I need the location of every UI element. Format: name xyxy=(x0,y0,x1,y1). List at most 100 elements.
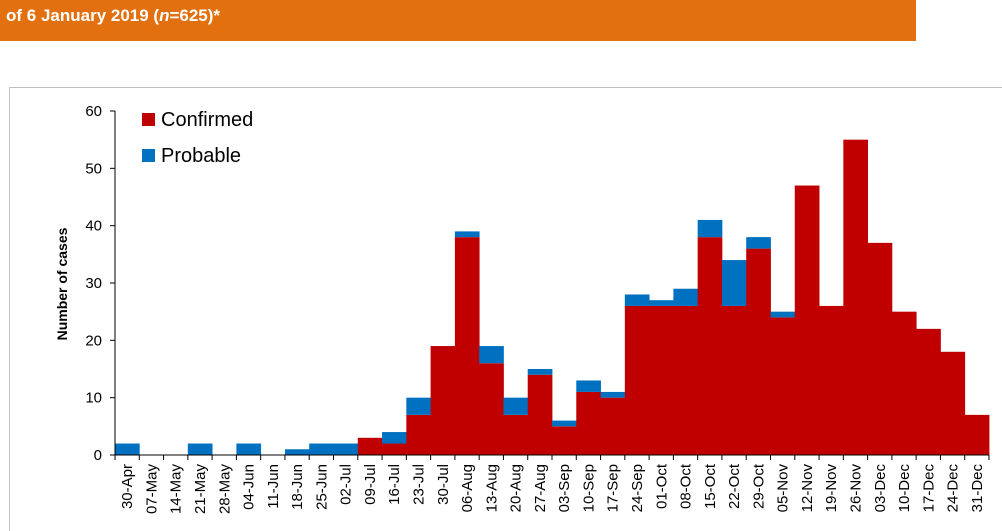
bar-probable xyxy=(600,391,626,398)
bar-confirmed xyxy=(576,391,601,455)
legend-label-probable: Probable xyxy=(161,145,241,167)
bar-probable xyxy=(187,443,213,455)
x-tick-label: 23-Jul xyxy=(410,464,427,505)
bar-probable xyxy=(309,443,334,455)
bar-confirmed xyxy=(430,346,456,455)
x-tick-label: 27-Aug xyxy=(532,464,549,512)
x-tick-label: 17-Dec xyxy=(920,464,937,513)
bar-confirmed xyxy=(406,414,432,455)
y-tick-label: 30 xyxy=(85,275,102,292)
x-tick-label: 08-Oct xyxy=(678,463,695,509)
x-tick-label: 24-Sep xyxy=(629,464,646,512)
bar-confirmed xyxy=(673,305,699,455)
bar-probable xyxy=(503,397,529,415)
bar-probable xyxy=(382,432,407,444)
x-tick-label: 07-May xyxy=(143,464,160,515)
header-title-part2: =625)* xyxy=(169,6,221,25)
bar-confirmed xyxy=(552,426,577,455)
x-tick-label: 10-Dec xyxy=(896,464,913,513)
bar-confirmed xyxy=(624,305,650,455)
bar-probable xyxy=(649,300,674,306)
legend-label-confirmed: Confirmed xyxy=(161,109,253,131)
y-tick-label: 40 xyxy=(85,218,102,235)
bar-probable xyxy=(697,219,723,238)
bar-confirmed xyxy=(843,139,869,455)
x-tick-label: 30-Jul xyxy=(435,464,452,505)
x-tick-label: 05-Nov xyxy=(775,464,792,513)
y-tick-label: 0 xyxy=(94,447,102,464)
x-tick-label: 18-Jun xyxy=(289,464,306,510)
bar-probable xyxy=(770,311,796,318)
bar-probable xyxy=(479,346,504,364)
bar-confirmed xyxy=(746,248,771,455)
y-axis-label: Number of cases xyxy=(54,227,70,340)
x-tick-label: 29-Oct xyxy=(750,463,767,509)
chart-frame xyxy=(9,87,1002,531)
x-tick-label: 11-Jun xyxy=(265,464,282,509)
x-tick-label: 03-Dec xyxy=(872,464,889,513)
bar-probable xyxy=(721,260,747,306)
bar-probable xyxy=(527,369,553,375)
x-tick-label: 17-Sep xyxy=(605,464,622,512)
x-tick-label: 16-Jul xyxy=(386,464,403,505)
x-tick-label: 02-Jul xyxy=(338,464,355,505)
x-tick-label: 25-Jun xyxy=(313,464,330,510)
legend-swatch-probable xyxy=(142,149,155,162)
bar-confirmed xyxy=(479,363,504,455)
x-tick-label: 06-Aug xyxy=(459,464,476,512)
bar-confirmed xyxy=(964,414,990,455)
bar-probable xyxy=(746,237,771,249)
x-tick-label: 31-Dec xyxy=(969,464,986,513)
bar-probable xyxy=(333,443,359,455)
bar-confirmed xyxy=(600,397,626,455)
x-tick-label: 10-Sep xyxy=(580,464,597,512)
x-tick-label: 19-Nov xyxy=(823,464,840,513)
bar-confirmed xyxy=(503,414,529,455)
bar-confirmed xyxy=(697,237,723,455)
x-tick-label: 21-May xyxy=(192,464,209,515)
bar-probable xyxy=(576,380,601,392)
bar-confirmed xyxy=(649,305,674,455)
y-tick-label: 20 xyxy=(85,332,102,349)
header-title-part1: of 6 January 2019 ( xyxy=(6,6,160,25)
x-tick-label: 01-Oct xyxy=(653,463,670,509)
header-title-n: n xyxy=(159,6,170,25)
bar-confirmed xyxy=(867,242,893,455)
bar-confirmed xyxy=(357,437,383,455)
x-tick-label: 09-Jul xyxy=(362,464,379,505)
bar-probable xyxy=(624,294,650,306)
x-tick-label: 30-Apr xyxy=(119,464,136,509)
x-tick-label: 20-Aug xyxy=(508,464,525,512)
bar-confirmed xyxy=(940,351,966,455)
x-tick-label: 24-Dec xyxy=(945,464,962,513)
bar-confirmed xyxy=(794,185,820,456)
bar-probable xyxy=(406,397,432,415)
x-tick-label: 14-May xyxy=(168,464,185,515)
x-tick-label: 13-Aug xyxy=(483,464,500,512)
bar-confirmed xyxy=(454,237,480,455)
legend-swatch-confirmed xyxy=(142,113,155,126)
x-tick-label: 04-Jun xyxy=(241,464,258,510)
bar-confirmed xyxy=(721,305,747,455)
bar-confirmed xyxy=(382,443,407,455)
header-banner: of 6 January 2019 (n=625)* xyxy=(0,0,916,41)
x-tick-label: 15-Oct xyxy=(702,463,719,509)
y-tick-label: 50 xyxy=(85,160,102,177)
x-tick-label: 28-May xyxy=(216,464,233,515)
bar-probable xyxy=(236,443,262,455)
bar-probable xyxy=(552,420,577,427)
bar-confirmed xyxy=(527,374,553,455)
bar-probable xyxy=(284,449,310,455)
x-tick-label: 12-Nov xyxy=(799,464,816,513)
x-tick-label: 03-Sep xyxy=(556,464,573,512)
bar-probable xyxy=(454,231,480,238)
x-tick-label: 22-Oct xyxy=(726,463,743,509)
bar-confirmed xyxy=(916,328,941,455)
header-title: of 6 January 2019 (n=625)* xyxy=(6,6,220,26)
x-tick-label: 26-Nov xyxy=(847,464,864,513)
bar-probable xyxy=(673,288,699,306)
y-tick-label: 10 xyxy=(85,390,102,407)
bar-confirmed xyxy=(770,317,796,455)
bar-probable xyxy=(115,443,140,455)
